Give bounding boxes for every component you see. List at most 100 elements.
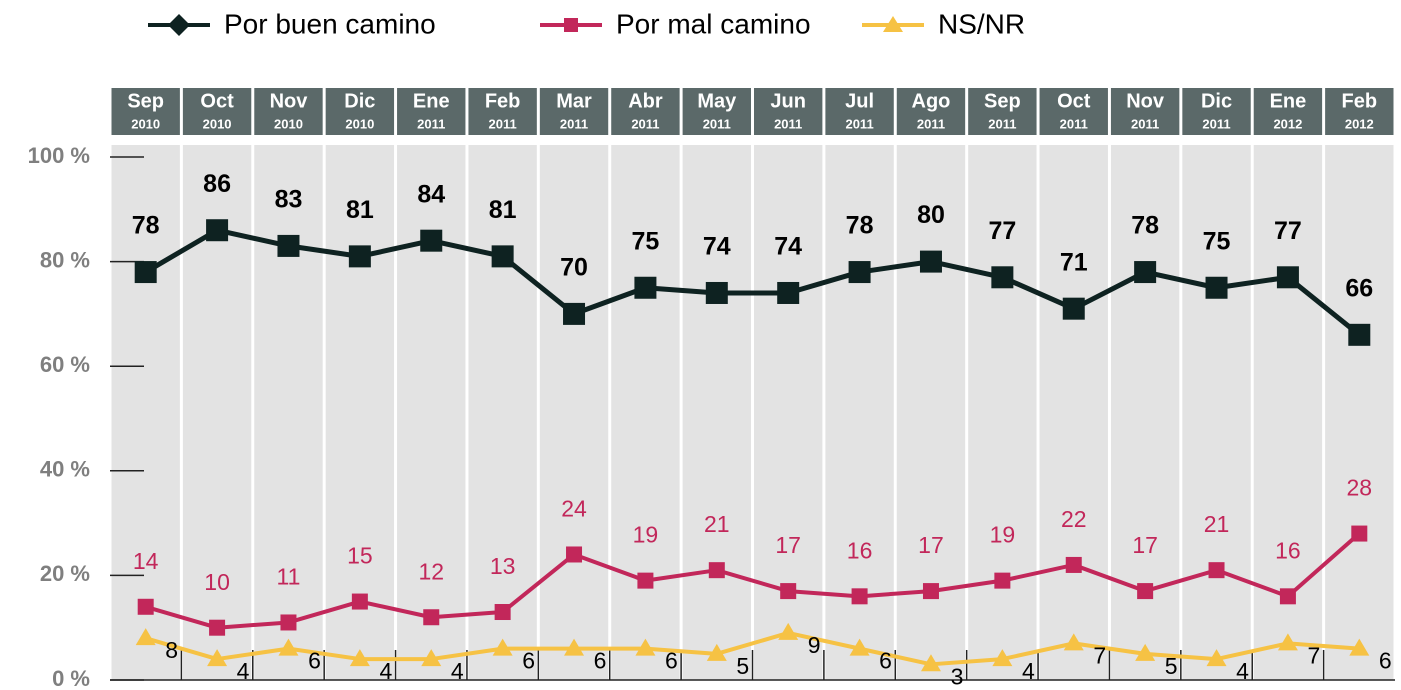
data-label: 9 (808, 632, 821, 658)
point-marker (992, 649, 1013, 667)
data-label: 10 (204, 569, 230, 595)
point-marker (919, 250, 942, 273)
data-label: 78 (1131, 212, 1159, 240)
data-label: 6 (1379, 648, 1392, 674)
x-tick-year: 2011 (1202, 116, 1230, 131)
column-panel (468, 145, 537, 680)
y-tick-label: 40 % (40, 457, 90, 482)
point-marker (1349, 638, 1370, 656)
data-label: 17 (1132, 532, 1158, 558)
data-label: 74 (774, 233, 802, 261)
x-tick-label: Dic (344, 90, 375, 112)
point-marker (780, 583, 797, 600)
point-marker (634, 276, 657, 299)
data-label: 6 (594, 648, 607, 674)
point-marker (563, 302, 586, 325)
x-tick-year: 2011 (631, 116, 659, 131)
point-marker (994, 572, 1011, 589)
x-tick-label: Abr (628, 90, 663, 112)
data-label: 12 (418, 558, 444, 584)
x-tick-year: 2011 (489, 116, 517, 131)
x-tick-label: Oct (200, 90, 234, 112)
point-marker (920, 654, 941, 672)
column-header (182, 88, 252, 135)
point-marker (1063, 633, 1084, 651)
x-tick-label: Nov (1126, 90, 1165, 112)
column-panel (1039, 145, 1108, 680)
x-tick-label: Jun (770, 90, 806, 112)
point-marker (348, 245, 371, 268)
x-tick-year: 2011 (988, 116, 1016, 131)
point-marker (209, 619, 226, 636)
data-label: 74 (703, 233, 731, 261)
column-header (468, 88, 537, 135)
x-tick-label: Sep (984, 90, 1021, 112)
column-panel (754, 145, 823, 680)
x-tick-year: 2011 (1131, 116, 1159, 131)
data-label: 22 (1061, 506, 1087, 532)
column-header (825, 88, 894, 135)
point-marker (1277, 633, 1298, 651)
x-tick-year: 2011 (917, 116, 945, 131)
data-label: 14 (133, 548, 159, 574)
data-label: 4 (451, 658, 464, 684)
point-marker (778, 622, 799, 640)
y-tick-label: 60 % (40, 352, 90, 377)
x-tick-label: Ene (413, 90, 450, 112)
point-marker (137, 598, 154, 615)
x-tick-year: 2012 (1345, 116, 1374, 131)
x-tick-label: Nov (270, 90, 309, 112)
data-label: 5 (736, 653, 749, 679)
column-panel (539, 145, 609, 680)
column-header (254, 88, 323, 135)
data-label: 16 (847, 537, 873, 563)
data-label: 21 (1204, 511, 1230, 537)
x-tick-label: Feb (485, 90, 521, 112)
point-marker (1062, 297, 1085, 320)
data-label: 28 (1347, 475, 1373, 501)
point-marker (278, 638, 299, 656)
point-marker (706, 643, 727, 661)
legend-marker (564, 18, 578, 32)
column-header (325, 88, 395, 135)
data-label: 21 (704, 511, 730, 537)
legend-marker (168, 14, 190, 36)
data-label: 4 (379, 658, 392, 684)
column-header (968, 88, 1037, 135)
point-marker (1205, 276, 1228, 299)
x-tick-year: 2012 (1273, 116, 1302, 131)
point-marker (777, 281, 800, 304)
point-marker (135, 628, 156, 646)
point-marker (349, 649, 370, 667)
x-tick-label: Dic (1201, 90, 1232, 112)
point-marker (637, 572, 654, 589)
data-label: 6 (665, 648, 678, 674)
column-panel (1182, 145, 1251, 680)
x-tick-year: 2011 (703, 116, 731, 131)
point-marker (851, 588, 868, 605)
data-label: 16 (1275, 537, 1301, 563)
x-tick-year: 2011 (417, 116, 445, 131)
data-label: 15 (347, 543, 373, 569)
data-label: 77 (988, 217, 1016, 245)
x-tick-year: 2011 (1060, 116, 1088, 131)
x-tick-year: 2010 (345, 116, 374, 131)
point-marker (1276, 266, 1299, 289)
data-label: 4 (1022, 658, 1035, 684)
data-label: 17 (775, 532, 801, 558)
point-marker (1351, 525, 1368, 542)
legend-marker (883, 16, 903, 32)
x-tick-year: 2011 (845, 116, 873, 131)
point-marker (351, 593, 368, 610)
data-label: 70 (560, 254, 588, 282)
column-panel (968, 145, 1037, 680)
legend-label: Por buen camino (224, 8, 436, 39)
point-marker (492, 638, 513, 656)
data-label: 71 (1060, 248, 1088, 276)
series-line (145, 630, 1360, 667)
column-panel (397, 145, 466, 680)
point-marker (1348, 323, 1371, 346)
y-tick-label: 100 % (28, 143, 90, 168)
data-label: 4 (237, 658, 250, 684)
point-marker (277, 234, 300, 257)
